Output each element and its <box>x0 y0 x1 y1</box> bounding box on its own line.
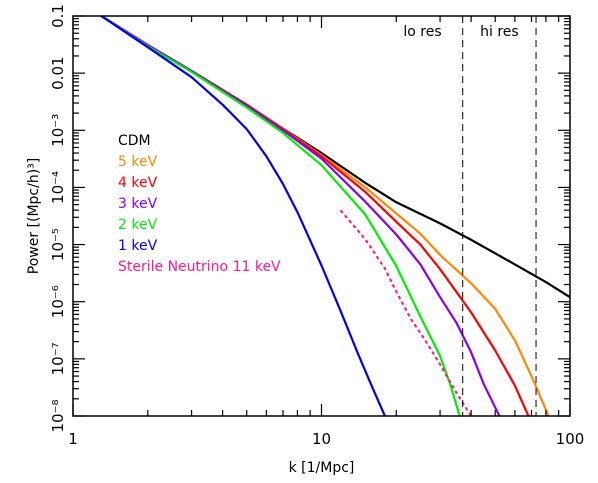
annotations: lo res hi res <box>403 24 518 40</box>
x-tick-label: 10 <box>312 430 331 448</box>
annotation-label: lo res <box>403 24 441 40</box>
y-tick-label: 10⁻³ <box>49 114 67 147</box>
legend-entry-2-kev: 2 keV <box>118 217 158 233</box>
y-tick-label: 10⁻⁵ <box>49 228 67 261</box>
y-tick-label: 0.01 <box>49 56 67 89</box>
legend-entry-3-kev: 3 keV <box>118 196 158 212</box>
series-line-1-kev <box>99 16 386 416</box>
y-tick-label: 10⁻⁷ <box>49 342 67 375</box>
legend-entry-cdm: CDM <box>118 133 151 149</box>
plot-frame <box>72 15 571 417</box>
x-axis-title: k [1/Mpc] <box>289 460 355 476</box>
legend-entry-5-kev: 5 keV <box>118 154 158 170</box>
legend-entry-sterile-neutrino-11-kev: Sterile Neutrino 11 keV <box>118 259 281 275</box>
y-axis-title: Power [(Mpc/h)³] <box>26 158 42 275</box>
y-tick-label: 10⁻⁴ <box>49 171 67 204</box>
legend-entry-4-kev: 4 keV <box>118 175 158 191</box>
y-tick-label: 10⁻⁸ <box>49 399 67 432</box>
x-tick-label: 1 <box>68 430 78 448</box>
axis-ticks: 1 10 100 0.1 0.01 10⁻³ 10⁻⁴ 10⁻⁵ 10⁻⁶ 10⁻⁷ 10⁻⁸ <box>49 4 584 448</box>
series-layer <box>99 16 570 416</box>
annotation-label: hi res <box>480 24 519 40</box>
x-tick-label: 100 <box>556 430 585 448</box>
legend-entry-1-kev: 1 keV <box>118 238 158 254</box>
y-tick-label: 10⁻⁶ <box>49 285 67 318</box>
series-line-sterile-neutrino-11-kev <box>340 210 473 416</box>
y-tick-label: 0.1 <box>49 4 67 28</box>
legend: CDM 5 keV 4 keV 3 keV 2 keV 1 keV Sterile Neut… <box>118 133 281 275</box>
reference-lines <box>462 16 537 416</box>
